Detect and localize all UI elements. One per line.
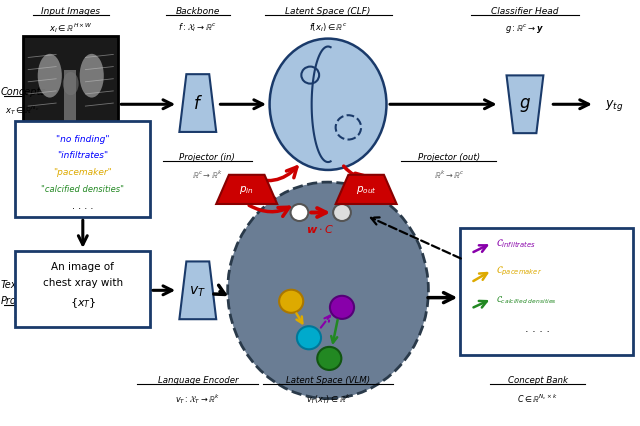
Polygon shape <box>335 176 397 204</box>
Text: $y_{tg}$: $y_{tg}$ <box>605 98 623 112</box>
Text: $p_{in}$: $p_{in}$ <box>239 184 254 196</box>
Text: $x_I \in \mathbb{R}^{H \times W}$: $x_I \in \mathbb{R}^{H \times W}$ <box>49 21 93 35</box>
Text: $g$: $g$ <box>519 96 531 114</box>
Text: $v_T: \mathcal{X}_T \rightarrow \mathbb{R}^k$: $v_T: \mathcal{X}_T \rightarrow \mathbb{… <box>175 391 220 405</box>
Text: "calcified densities": "calcified densities" <box>42 184 124 193</box>
Text: $x_T \in \mathbb{R}^{N_c}$: $x_T \in \mathbb{R}^{N_c}$ <box>4 103 39 117</box>
Text: Concepts: Concepts <box>1 87 46 97</box>
Text: $f$: $f$ <box>193 95 203 113</box>
FancyBboxPatch shape <box>15 122 150 218</box>
FancyBboxPatch shape <box>460 228 633 356</box>
Ellipse shape <box>269 40 387 170</box>
Circle shape <box>330 296 354 319</box>
Text: $g: \mathbb{R}^c \rightarrow \boldsymbol{y}$: $g: \mathbb{R}^c \rightarrow \boldsymbol… <box>506 21 545 35</box>
Text: $C \in \mathbb{R}^{N_c \times k}$: $C \in \mathbb{R}^{N_c \times k}$ <box>517 392 558 404</box>
Text: $\boldsymbol{w} \cdot C$: $\boldsymbol{w} \cdot C$ <box>307 222 334 234</box>
Text: An image of: An image of <box>51 262 115 271</box>
Ellipse shape <box>63 73 79 96</box>
Text: chest xray with: chest xray with <box>43 278 123 288</box>
Text: $\mathbb{R}^k \rightarrow \mathbb{R}^c$: $\mathbb{R}^k \rightarrow \mathbb{R}^c$ <box>433 169 464 181</box>
Ellipse shape <box>79 55 104 98</box>
Circle shape <box>291 204 308 222</box>
Text: $\mathbb{R}^c \rightarrow \mathbb{R}^k$: $\mathbb{R}^c \rightarrow \mathbb{R}^k$ <box>192 169 223 181</box>
Ellipse shape <box>228 183 428 399</box>
Text: $t$: $t$ <box>13 313 20 325</box>
Text: Language Encoder: Language Encoder <box>157 375 238 384</box>
Text: $f(x_I) \in \mathbb{R}^c$: $f(x_I) \in \mathbb{R}^c$ <box>309 22 348 34</box>
Circle shape <box>279 290 303 313</box>
Circle shape <box>317 347 341 370</box>
Bar <box>23 37 118 128</box>
Text: Textual: Textual <box>1 279 36 290</box>
FancyBboxPatch shape <box>15 251 150 327</box>
Text: $v_T(x_T) \in \mathbb{R}^k$: $v_T(x_T) \in \mathbb{R}^k$ <box>306 391 350 405</box>
Polygon shape <box>506 76 543 134</box>
Text: $p_{out}$: $p_{out}$ <box>356 184 376 196</box>
Text: Projector (in): Projector (in) <box>179 153 236 162</box>
Text: Latent Space (VLM): Latent Space (VLM) <box>286 375 370 384</box>
Text: Concept Bank: Concept Bank <box>508 375 568 384</box>
Text: Prompt: Prompt <box>1 295 36 305</box>
Text: "infiltrates": "infiltrates" <box>57 151 108 160</box>
Text: . . . .: . . . . <box>72 201 93 211</box>
Text: $\{x_T\}$: $\{x_T\}$ <box>70 296 96 310</box>
Text: "no finding": "no finding" <box>56 135 109 144</box>
Text: Input Images: Input Images <box>41 7 100 16</box>
Text: Latent Space (CLF): Latent Space (CLF) <box>285 7 371 16</box>
Bar <box>65 70 76 122</box>
Text: $\mathcal{C}_{calcified\ densities}$: $\mathcal{C}_{calcified\ densities}$ <box>497 294 557 305</box>
Polygon shape <box>179 75 216 132</box>
Polygon shape <box>179 262 216 320</box>
Text: $\mathcal{C}_{pacemaker}$: $\mathcal{C}_{pacemaker}$ <box>497 264 543 277</box>
Text: Classifier Head: Classifier Head <box>492 7 559 16</box>
Text: Backbone: Backbone <box>175 7 220 16</box>
Polygon shape <box>216 176 277 204</box>
Text: Projector (out): Projector (out) <box>418 153 480 162</box>
Circle shape <box>297 326 321 349</box>
Text: . . . .: . . . . <box>525 323 550 333</box>
Text: $f: \mathcal{X}_I \rightarrow \mathbb{R}^c$: $f: \mathcal{X}_I \rightarrow \mathbb{R}… <box>179 22 217 34</box>
Text: $\mathcal{C}_{infiltrates}$: $\mathcal{C}_{infiltrates}$ <box>497 237 536 250</box>
Text: $v_T$: $v_T$ <box>189 283 206 298</box>
Text: "pacemaker": "pacemaker" <box>53 167 112 176</box>
Ellipse shape <box>38 55 62 98</box>
Circle shape <box>333 204 351 222</box>
